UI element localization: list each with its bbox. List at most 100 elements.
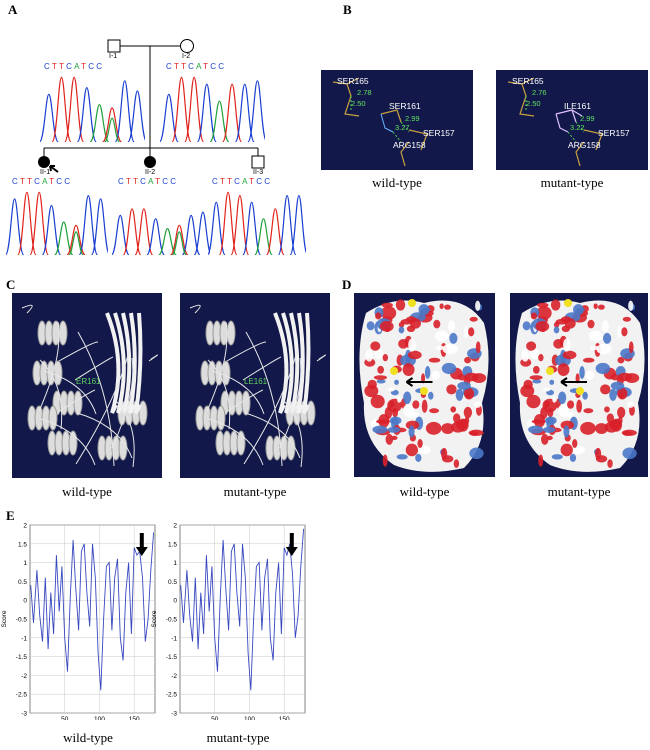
beta-strand [289, 312, 300, 414]
chromatogram-peak [76, 86, 97, 142]
surface-patch-yellow [408, 299, 416, 307]
y-tick-label: 0.5 [168, 579, 177, 586]
sequence-i2: CTTCATCC [166, 62, 226, 71]
base-letter: T [219, 177, 228, 186]
x-tick-label: 50 [211, 716, 219, 720]
surface-patch [408, 425, 415, 438]
surface-patch [475, 300, 481, 312]
chromatogram-peak [103, 117, 121, 142]
surface-patch [446, 384, 457, 395]
surface-patch [573, 304, 584, 316]
score-series-line [180, 528, 305, 691]
surface-patch [529, 375, 543, 380]
surface-patch [457, 381, 471, 390]
loop-coil [57, 389, 96, 413]
loop-coil [77, 331, 115, 467]
surface-patch [576, 399, 583, 413]
surface-patch [552, 396, 557, 403]
caption-c-wild: wild-type [62, 484, 112, 499]
chromatogram-peak [181, 214, 201, 255]
caption-c-mutant: mutant-type [223, 484, 287, 499]
y-tick-label: 1.5 [168, 541, 177, 548]
chromatogram-peak [171, 231, 187, 255]
surface-patch [417, 439, 423, 448]
chromatogram-peak [247, 80, 265, 142]
surface-patch [607, 459, 613, 468]
base-letter: T [59, 62, 67, 71]
surface-patch [569, 453, 577, 463]
surface-patch [567, 400, 575, 409]
surface-patch [532, 365, 540, 374]
surface-patch [367, 379, 377, 390]
surface-patch [464, 372, 479, 382]
panel-letter-e: E [6, 508, 15, 523]
surface-patch [521, 349, 530, 362]
surface-patch [583, 408, 594, 414]
label-ser165: SER165 [337, 76, 369, 86]
chromatogram-peak [146, 218, 166, 255]
chromatogram-peak [222, 83, 243, 142]
pedigree-lines [38, 39, 265, 173]
surface-patch [589, 345, 599, 351]
y-tick-label: -3 [171, 711, 177, 718]
sequence-ii1: CTTCATCC [12, 177, 72, 186]
x-tick-label: 150 [129, 716, 140, 720]
surface-patch [523, 379, 533, 390]
loop-coil [245, 331, 283, 467]
surface-patch [398, 321, 405, 328]
helix-turn [138, 400, 148, 426]
surface-patch [433, 319, 441, 329]
chromatogram-peak [169, 224, 189, 255]
surface-patch [377, 365, 384, 374]
base-letter: C [96, 62, 105, 71]
surface-patch [385, 433, 394, 445]
surface-patch [387, 387, 396, 392]
surface-patch [622, 447, 637, 460]
surface-patch [402, 363, 415, 376]
loop-coil [243, 350, 298, 465]
surface-patch [376, 379, 386, 384]
surface-patch [366, 321, 375, 331]
hydropathy-chart-mutant: 2 1.5 1 0.5 0 -0.5 -1 -1.5 -2 -2.5 -3 50 100 150 Score [151, 523, 306, 720]
label-arg158: ARG158 [393, 140, 426, 150]
surface-patch [373, 375, 388, 380]
surface-patch [541, 433, 549, 445]
surface-patch [421, 399, 428, 413]
loop-coil [21, 304, 33, 314]
base-letter: C [140, 177, 149, 186]
surface-patch [398, 326, 405, 334]
base-letter: C [170, 177, 179, 186]
surface-patch [579, 365, 585, 379]
surface-patch [535, 321, 550, 332]
loop-coil [282, 399, 303, 468]
base-letter: C [188, 62, 197, 71]
helix-turn [58, 320, 68, 346]
x-tick-label: 50 [61, 716, 69, 720]
loop-coil [207, 359, 231, 430]
loop-coil [75, 350, 130, 465]
surface-patch [622, 316, 631, 322]
chromatogram-peak [230, 194, 250, 255]
chromatogram-peak [40, 93, 59, 142]
chromatogram-peak [171, 76, 192, 142]
surface-patch [562, 350, 577, 360]
surface-patch [627, 401, 635, 408]
surface-patch [405, 420, 420, 430]
loop-coil [39, 359, 63, 430]
surface-patch [449, 332, 458, 344]
surface-patch [560, 420, 574, 430]
base-letter: T [19, 177, 28, 186]
surface-patch [617, 372, 633, 382]
base-letter: C [234, 177, 243, 186]
chromatogram-peak [234, 83, 255, 142]
loop-coil [208, 418, 264, 466]
surface-patch [434, 330, 449, 342]
base-letter: T [227, 177, 235, 186]
panel-letter-d: D [342, 277, 352, 292]
panel-b-mutant-structure: SER165 2.76 2.50 ILE161 2.99 3.22 SER157… [496, 70, 648, 170]
panel-c-wild-ribbon: ER161 [12, 293, 162, 478]
base-letter: C [56, 177, 65, 186]
x-tick-label: 100 [94, 716, 105, 720]
chromatogram-peak [90, 198, 108, 255]
chromatogram-peak [122, 208, 142, 255]
